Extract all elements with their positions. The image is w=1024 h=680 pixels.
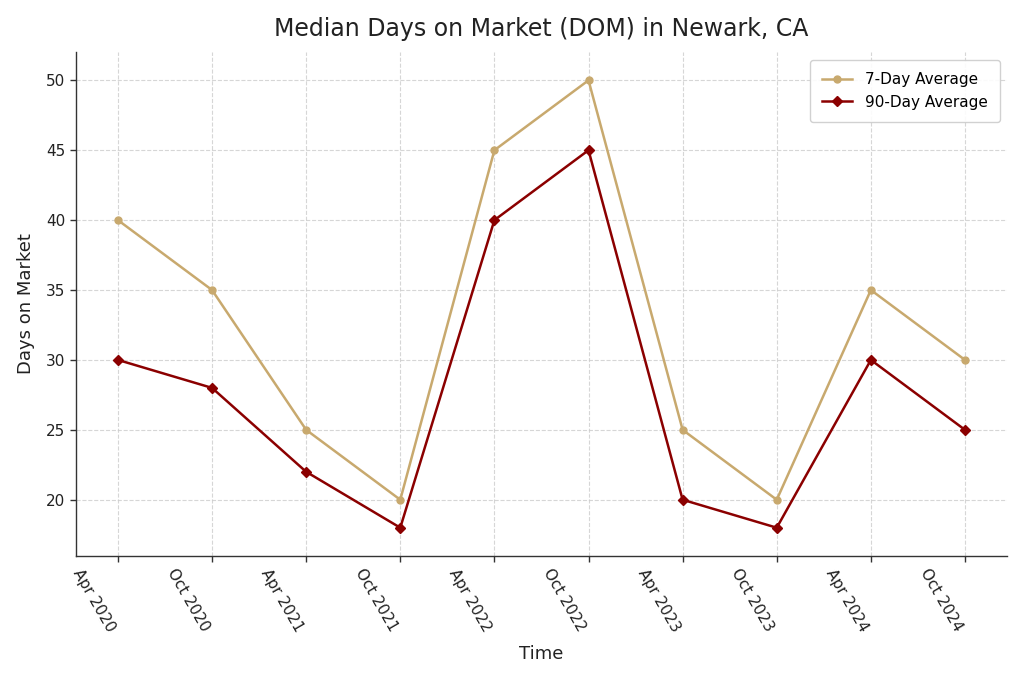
90-Day Average bbox=[300, 468, 312, 476]
Title: Median Days on Market (DOM) in Newark, CA: Median Days on Market (DOM) in Newark, C… bbox=[274, 17, 809, 41]
Legend: 7-Day Average, 90-Day Average: 7-Day Average, 90-Day Average bbox=[810, 60, 999, 122]
7-Day Average bbox=[112, 216, 124, 224]
7-Day Average bbox=[300, 426, 312, 434]
90-Day Average bbox=[864, 356, 877, 364]
7-Day Average bbox=[206, 286, 218, 294]
Line: 90-Day Average: 90-Day Average bbox=[115, 147, 969, 531]
90-Day Average bbox=[488, 216, 501, 224]
90-Day Average bbox=[677, 496, 689, 504]
90-Day Average bbox=[958, 426, 971, 434]
90-Day Average bbox=[206, 384, 218, 392]
Y-axis label: Days on Market: Days on Market bbox=[16, 233, 35, 375]
90-Day Average bbox=[394, 524, 407, 532]
7-Day Average bbox=[864, 286, 877, 294]
7-Day Average bbox=[771, 496, 783, 504]
7-Day Average bbox=[958, 356, 971, 364]
7-Day Average bbox=[394, 496, 407, 504]
7-Day Average bbox=[677, 426, 689, 434]
90-Day Average bbox=[583, 146, 595, 154]
X-axis label: Time: Time bbox=[519, 645, 563, 663]
Line: 7-Day Average: 7-Day Average bbox=[115, 77, 969, 503]
90-Day Average bbox=[771, 524, 783, 532]
7-Day Average bbox=[488, 146, 501, 154]
7-Day Average bbox=[583, 76, 595, 84]
90-Day Average bbox=[112, 356, 124, 364]
